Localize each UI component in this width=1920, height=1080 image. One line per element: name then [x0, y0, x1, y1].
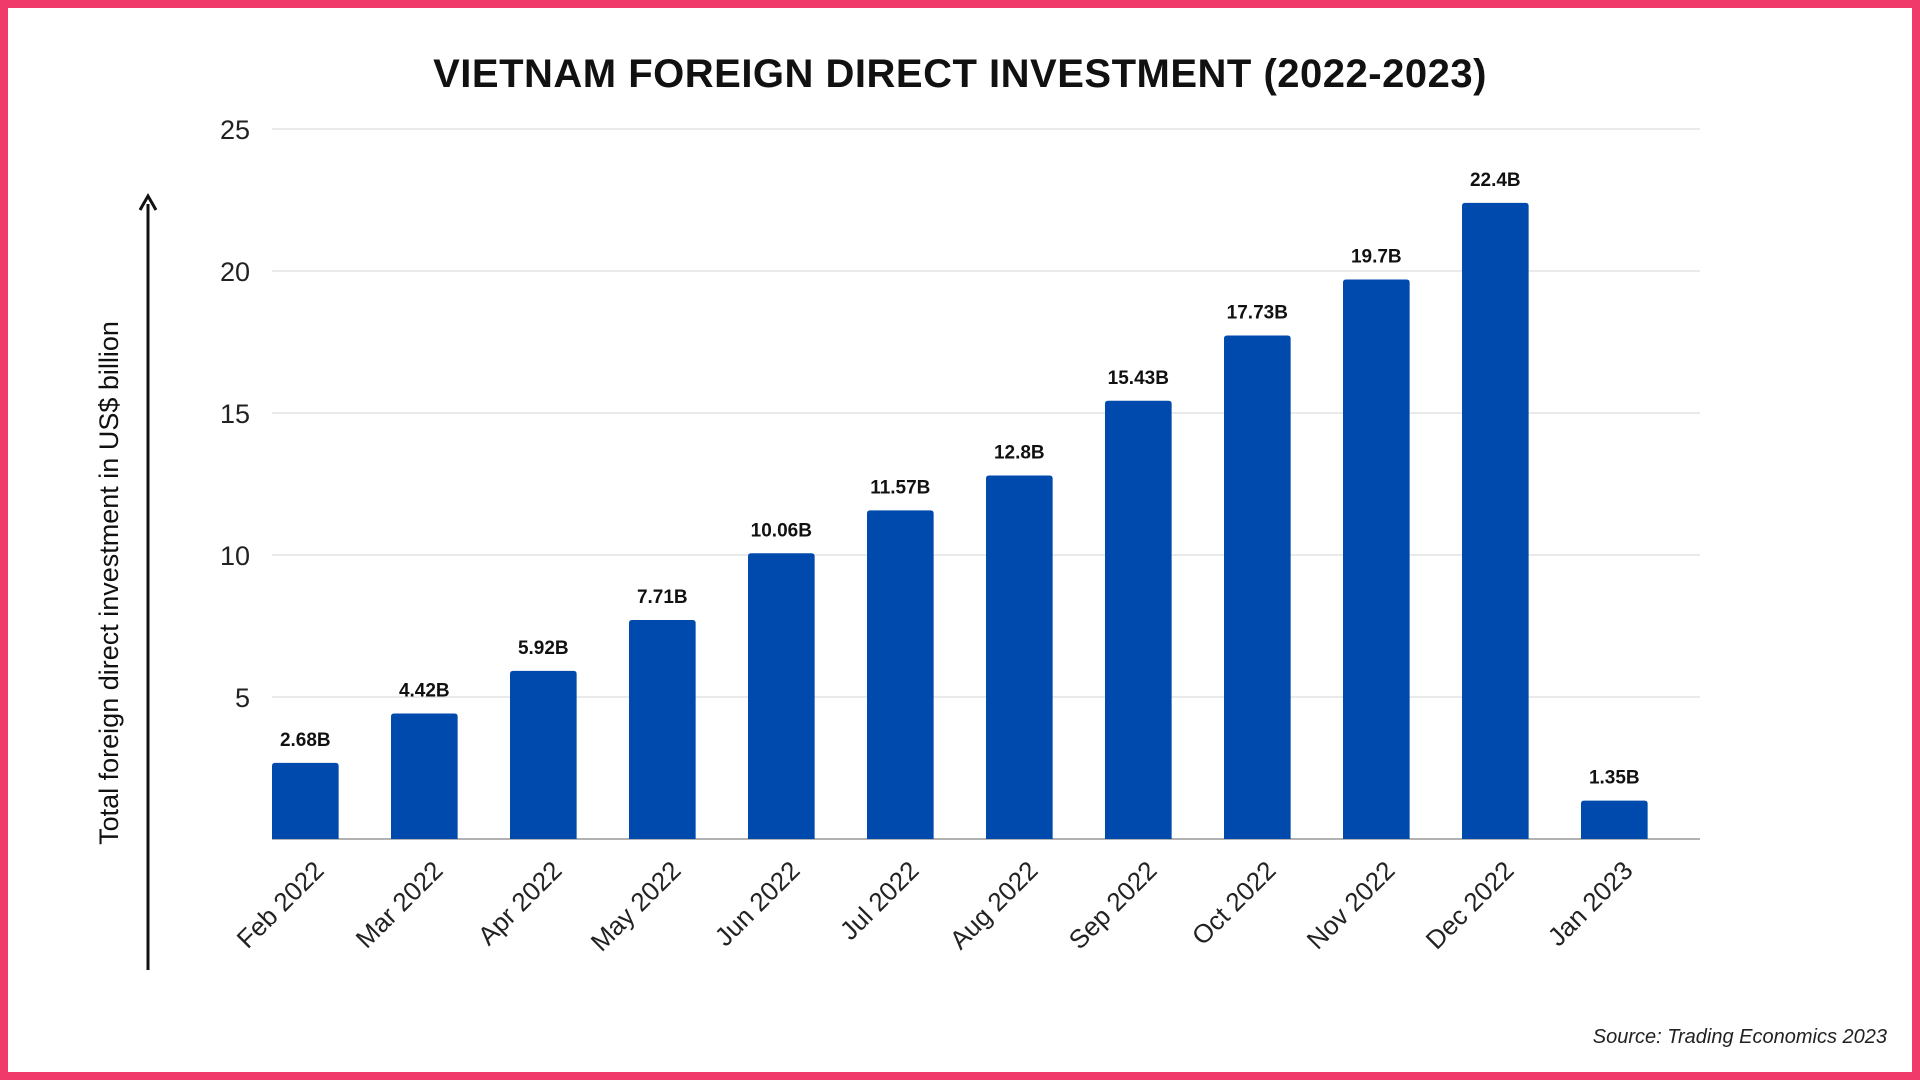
x-tick-label: Oct 2022 — [1186, 855, 1282, 951]
y-tick-label: 25 — [220, 115, 250, 145]
x-tick-label: Jan 2023 — [1542, 855, 1639, 952]
bar — [1105, 400, 1172, 839]
y-axis-arrow-head-icon — [138, 192, 158, 211]
y-tick-label: 20 — [220, 257, 250, 287]
x-tick-label: Mar 2022 — [350, 855, 449, 954]
x-tick-label: Nov 2022 — [1301, 855, 1401, 955]
x-tick-label: Dec 2022 — [1420, 855, 1520, 955]
x-tick-label: Aug 2022 — [944, 855, 1044, 955]
bar — [1224, 335, 1291, 839]
chart-title: VIETNAM FOREIGN DIRECT INVESTMENT (2022-… — [433, 52, 1487, 96]
bar — [272, 762, 339, 839]
bar — [391, 713, 458, 839]
data-label: 11.57B — [870, 477, 930, 498]
y-axis-label: Total foreign direct investment in US$ b… — [94, 321, 124, 845]
bar — [1581, 800, 1648, 839]
data-label: 15.43B — [1108, 368, 1169, 389]
bar — [629, 620, 696, 839]
bar — [986, 475, 1053, 839]
x-tick-label: Sep 2022 — [1063, 855, 1163, 955]
data-label: 5.92B — [518, 638, 569, 659]
data-label: 2.68B — [280, 730, 331, 751]
y-tick-label: 15 — [220, 399, 250, 429]
x-tick-label: Feb 2022 — [231, 855, 330, 954]
data-label: 4.42B — [399, 680, 450, 701]
bar — [748, 553, 815, 839]
data-label: 12.8B — [994, 442, 1045, 463]
y-axis-label-group: Total foreign direct investment in US$ b… — [94, 192, 158, 970]
data-label: 22.4B — [1470, 170, 1521, 191]
data-labels: 2.68B 4.42B 5.92B 7.71B 10.06B 11.57B 12.8B 15.… — [280, 170, 1640, 789]
x-tick-label: Apr 2022 — [472, 855, 568, 951]
source-note: Source: Trading Economics 2023 — [1592, 1026, 1887, 1048]
x-tick-label: Jul 2022 — [834, 855, 925, 946]
y-axis-ticks: 5 10 15 20 25 — [220, 115, 250, 713]
data-label: 17.73B — [1227, 302, 1288, 323]
bars — [272, 202, 1648, 840]
data-label: 10.06B — [751, 520, 812, 541]
bar — [1462, 202, 1529, 840]
bar — [867, 510, 934, 839]
y-tick-label: 5 — [235, 683, 250, 713]
y-tick-label: 10 — [220, 541, 250, 571]
x-tick-label: Jun 2022 — [709, 855, 806, 952]
bar — [510, 670, 577, 839]
x-axis-ticks: Feb 2022 Mar 2022 Apr 2022 May 2022 Jun 2022… — [231, 855, 1639, 957]
data-label: 1.35B — [1589, 768, 1640, 789]
data-label: 19.7B — [1351, 247, 1402, 268]
x-tick-label: May 2022 — [585, 855, 687, 957]
bar — [1343, 279, 1410, 839]
data-label: 7.71B — [637, 587, 688, 608]
